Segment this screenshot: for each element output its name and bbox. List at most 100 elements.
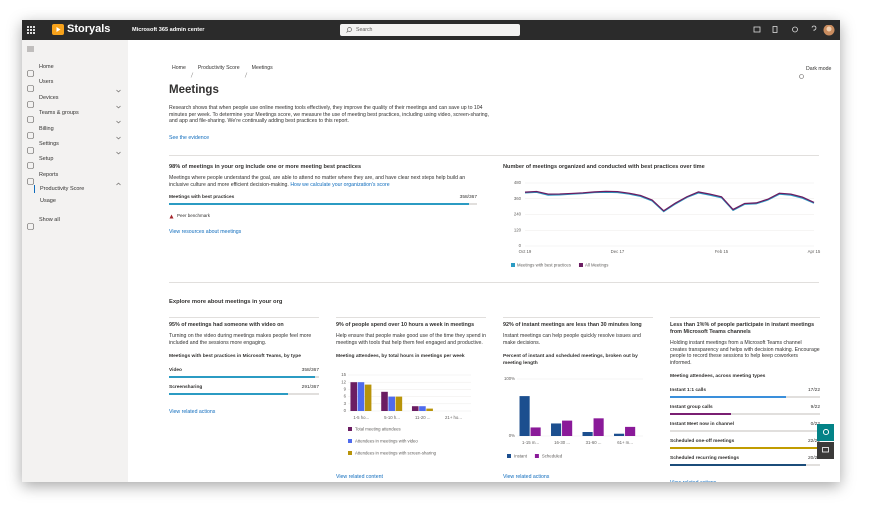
metric-name: Meetings with best practices	[169, 195, 235, 201]
line-series	[524, 190, 815, 212]
card-description-text: Meetings where people understand the goa…	[169, 175, 466, 188]
card-action[interactable]: View resources about meetings	[169, 228, 242, 235]
bar	[582, 432, 593, 437]
nav-icon-box	[27, 217, 34, 235]
x-tick-label: 21+ ho...	[445, 415, 462, 420]
bar	[350, 381, 358, 411]
nav-icon-box	[27, 110, 34, 128]
explore-card: Less than 1%% of people participate in i…	[670, 322, 820, 482]
nav-item[interactable]: Show all	[22, 216, 128, 230]
chevron-path	[116, 120, 121, 124]
nav-label: Home	[39, 64, 54, 70]
legend-swatch	[534, 454, 539, 459]
nav-item[interactable]: Setup	[22, 155, 128, 169]
feedback-button[interactable]	[817, 442, 834, 459]
nav-item[interactable]: Devices	[22, 94, 128, 109]
chevron	[116, 89, 121, 93]
metric-value: 17/22	[807, 387, 820, 393]
bar	[614, 434, 625, 437]
legend-label: Meetings with best practices	[517, 262, 571, 267]
search-box[interactable]: Search	[340, 24, 520, 36]
legend-label: All Meetings	[585, 262, 608, 267]
score-link[interactable]: How we calculate your organization's sco…	[290, 181, 390, 188]
y-tick-label: 120	[514, 227, 522, 232]
breadcrumb-item: Home	[172, 65, 186, 71]
legend-swatch	[511, 263, 515, 267]
metric-bar	[670, 446, 820, 449]
nav-subitem[interactable]: Usage	[22, 197, 128, 206]
menu-icon[interactable]	[27, 46, 34, 52]
nav-item[interactable]: Teams & groups	[22, 109, 128, 124]
legend-label: Scheduled	[542, 454, 563, 459]
card-action[interactable]: View related actions	[503, 474, 550, 481]
top-icons[interactable]	[752, 25, 836, 37]
nav-item[interactable]: Settings	[22, 140, 128, 155]
help-button[interactable]	[817, 424, 834, 441]
y-tick-label: 0	[344, 408, 347, 413]
card-action[interactable]: View related actions	[670, 480, 820, 482]
nav-item[interactable]: Reports	[22, 171, 128, 186]
line-series	[524, 191, 815, 213]
nav-icon-shape	[27, 85, 34, 92]
bar-chart: 0% 100% 1-15 m... 16-30 ... 31-60 ... 61+ m..…	[504, 377, 643, 459]
metric-value: 291/367	[301, 384, 319, 390]
card-action[interactable]: View related actions	[169, 408, 216, 415]
chevron	[116, 182, 121, 186]
y-tick-label: 3	[344, 401, 347, 406]
card-title: 98% of meetings in your org include one …	[169, 164, 362, 170]
nav-icon-shape	[27, 178, 34, 185]
divider	[169, 155, 819, 156]
y-tick-label: 0	[519, 243, 522, 248]
bar	[426, 408, 433, 411]
metric-bar	[670, 463, 807, 466]
metric-row: Video 358/367	[169, 368, 319, 373]
breadcrumb-separator	[244, 72, 247, 78]
legend-label: Instant	[514, 454, 528, 459]
sep-line	[190, 72, 194, 78]
chevron-path	[116, 105, 121, 109]
card-action[interactable]: View related content	[336, 473, 383, 480]
nav-item[interactable]: Billing	[22, 125, 128, 140]
chevron	[116, 136, 121, 140]
nav-label: Usage	[40, 198, 56, 204]
score-card: 98% of meetings in your org include one …	[169, 164, 477, 235]
line-chart: 0 120 240 360 480 Oct 19 Dec 17 Feb 15 Apr 15 Mee…	[511, 180, 821, 267]
nav-icon	[27, 101, 34, 108]
nav-label: Billing	[39, 126, 54, 132]
app-launcher[interactable]	[27, 26, 35, 34]
x-tick-label: Dec 17	[611, 249, 625, 254]
section-title: Explore more about meetings in your org	[169, 299, 283, 305]
moon	[799, 74, 804, 79]
metric-value: 20/22	[807, 455, 820, 461]
x-tick-label: Oct 19	[519, 249, 532, 254]
metric-name: Screensharing	[169, 384, 203, 390]
breadcrumb-sep-box	[190, 65, 194, 83]
nav-item[interactable]: Users	[22, 78, 128, 93]
card-title: 9% of people spend over 10 hours a week …	[336, 322, 475, 328]
metric-track	[670, 412, 820, 415]
feedback-icon	[822, 447, 829, 453]
x-tick-label: Feb 15	[715, 249, 729, 254]
y-tick-label: 9	[344, 386, 347, 391]
nav-label: Show all	[39, 217, 60, 223]
window: Storyals Microsoft 365 admin center Sear…	[22, 20, 840, 482]
sidebar: Home Users Devices Teams & groups Billing Set…	[22, 40, 128, 482]
card-subtitle: Meeting attendees, by total hours in mee…	[336, 354, 465, 360]
y-tick-label: 480	[514, 180, 522, 185]
card-description: Help ensure that people make good use of…	[336, 333, 486, 346]
nav-icon	[27, 162, 34, 169]
breadcrumb-sep-box	[244, 65, 248, 83]
app-name: Microsoft 365 admin center	[132, 27, 205, 33]
benchmark-label: Peer benchmark	[177, 213, 211, 219]
nav-item[interactable]: Home	[22, 63, 128, 77]
divider	[169, 282, 819, 283]
metric-row: Scheduled recurring meetings 20/22	[670, 456, 820, 461]
y-tick-label: 6	[344, 394, 347, 399]
page-description: Research shows that when people use onli…	[169, 105, 489, 125]
nav-icon-shape	[27, 147, 34, 154]
nav-subitem[interactable]: Productivity Score	[22, 185, 128, 194]
metric-value: 358/367	[301, 367, 319, 373]
metric-track	[670, 463, 820, 466]
bar	[357, 381, 365, 411]
legend-swatch	[348, 426, 352, 431]
